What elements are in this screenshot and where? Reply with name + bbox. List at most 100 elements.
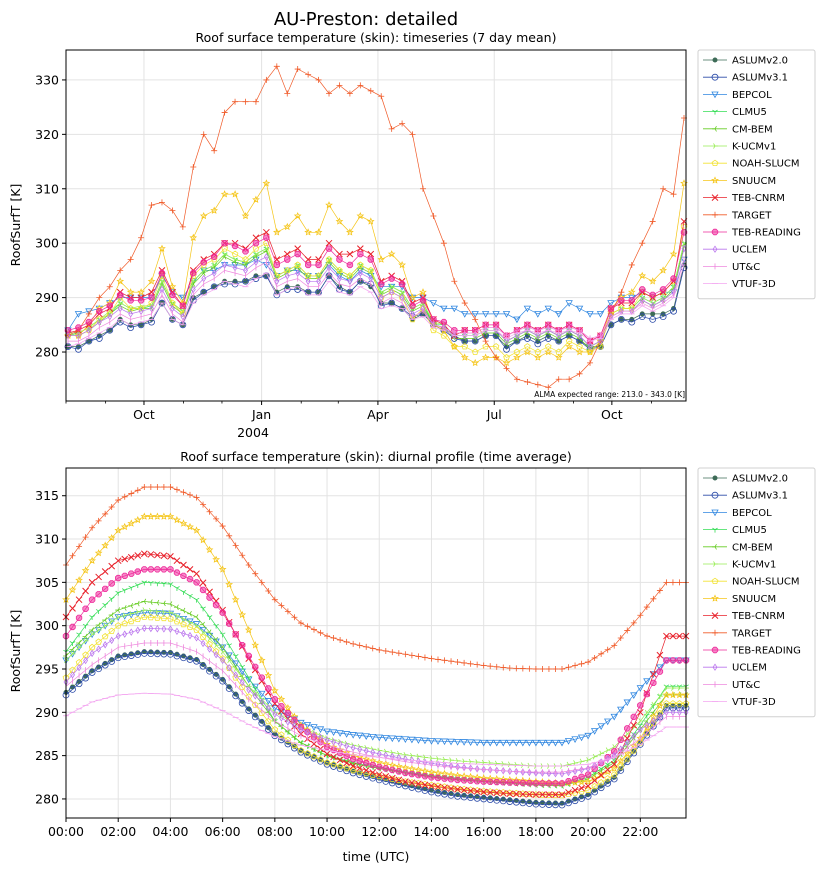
data-point-uclem xyxy=(559,770,565,778)
data-point-teb-cnrm xyxy=(486,789,494,796)
data-point-cm-bem xyxy=(187,610,192,617)
data-point-uclem xyxy=(220,656,226,665)
data-point-clmu5 xyxy=(69,641,76,646)
data-point-teb-reading xyxy=(669,657,677,664)
data-point-k-ucmv1 xyxy=(83,638,89,644)
data-point-aslumv3-1 xyxy=(565,799,572,807)
data-point-uclem xyxy=(252,692,258,700)
data-point-bepcol xyxy=(434,738,442,745)
data-point-cm-bem xyxy=(643,718,649,724)
data-point-bepcol xyxy=(466,739,475,747)
data-point-teb-reading xyxy=(242,248,249,255)
data-point-k-ucmv1 xyxy=(651,701,657,708)
data-point-noah-slucm xyxy=(134,615,142,622)
data-point-bepcol xyxy=(336,730,344,737)
data-point-teb-reading xyxy=(325,245,333,252)
data-point-teb-cnrm xyxy=(434,783,442,791)
data-point-noah-slucm xyxy=(591,782,598,790)
series-line-bepcol xyxy=(65,612,686,743)
data-point-teb-reading xyxy=(571,775,579,783)
legend-item-aslumv3-1: ASLUMv3.1 xyxy=(703,73,788,84)
data-point-teb-cnrm xyxy=(346,250,354,258)
data-point-snuucm xyxy=(675,690,684,699)
data-point-cm-bem xyxy=(115,607,121,613)
series-line-ut-c xyxy=(68,259,685,342)
data-point-teb-cnrm xyxy=(330,753,337,761)
data-point-cm-bem xyxy=(167,601,173,607)
data-point-target xyxy=(350,640,357,647)
data-point-uclem xyxy=(524,326,530,334)
data-point-bepcol xyxy=(558,739,566,747)
data-point-bepcol xyxy=(303,722,312,729)
data-point-snuucm xyxy=(101,541,109,549)
data-point-clmu5 xyxy=(219,632,226,638)
data-point-target xyxy=(382,648,389,655)
data-point-snuucm xyxy=(252,195,260,203)
data-point-noah-slucm xyxy=(669,700,677,707)
legend-0: ASLUMv2.0 ASLUMv3.1 BEPCOL CLMU5 CM-BEM K-UCM… xyxy=(697,49,816,300)
data-point-target xyxy=(461,300,468,307)
data-point-target xyxy=(624,627,631,634)
data-point-uclem xyxy=(122,630,128,638)
data-point-bepcol xyxy=(481,311,490,318)
data-point-teb-cnrm xyxy=(167,553,174,560)
data-point-noah-slucm xyxy=(676,700,683,707)
data-point-teb-reading xyxy=(271,696,279,703)
data-point-teb-reading xyxy=(263,234,270,241)
data-point-target xyxy=(304,623,311,630)
data-point-noah-slucm xyxy=(656,709,664,717)
data-point-teb-cnrm xyxy=(604,766,612,774)
data-point-teb-cnrm xyxy=(552,791,559,798)
data-point-teb-cnrm xyxy=(95,573,102,581)
data-point-teb-cnrm xyxy=(310,740,318,748)
data-point-aslumv3-1 xyxy=(121,653,129,661)
data-point-noah-slucm xyxy=(95,638,102,645)
data-point-uclem xyxy=(239,678,245,687)
data-point-snuucm xyxy=(571,778,579,786)
data-point-teb-reading xyxy=(160,566,168,573)
legend-label: K-UCMv1 xyxy=(732,142,776,153)
data-point-snuucm xyxy=(335,217,344,225)
data-point-teb-reading xyxy=(607,305,615,312)
data-point-target xyxy=(263,76,270,83)
data-point-noah-slucm xyxy=(212,647,220,655)
data-point-snuucm xyxy=(283,222,292,231)
data-point-target xyxy=(96,294,103,301)
data-point-aslumv3-1 xyxy=(532,800,540,808)
data-point-teb-reading xyxy=(643,690,650,698)
data-point-bepcol xyxy=(545,739,553,747)
data-point-teb-cnrm xyxy=(356,245,364,252)
data-point-k-ucmv1 xyxy=(188,619,193,626)
data-point-noah-slucm xyxy=(304,750,311,757)
data-point-noah-slucm xyxy=(430,326,437,334)
data-point-uclem xyxy=(89,649,95,658)
data-point-teb-reading xyxy=(532,780,540,787)
data-point-bepcol xyxy=(493,739,501,747)
data-point-target xyxy=(343,638,350,645)
series-aslumv2-0 xyxy=(65,262,687,350)
data-point-teb-reading xyxy=(473,778,481,785)
data-point-bepcol xyxy=(460,739,468,746)
data-point-teb-cnrm xyxy=(506,790,514,798)
data-point-uclem xyxy=(135,626,141,634)
legend-swatch-marker xyxy=(711,159,719,167)
panel-1-x-tick-label: 20:00 xyxy=(570,824,606,839)
data-point-target xyxy=(141,484,148,491)
data-point-aslumv3-1 xyxy=(160,650,168,658)
data-point-bepcol xyxy=(375,734,383,742)
data-point-target xyxy=(239,552,246,559)
data-point-target xyxy=(271,596,278,603)
data-point-teb-reading xyxy=(75,324,82,331)
data-point-aslumv3-1 xyxy=(493,796,501,804)
data-point-teb-reading xyxy=(108,580,115,587)
data-point-teb-cnrm xyxy=(294,245,302,252)
data-point-k-ucmv1 xyxy=(227,657,233,664)
data-point-snuucm xyxy=(75,576,83,584)
panel-1-y-tick-label: 280 xyxy=(35,791,59,806)
data-point-target xyxy=(85,310,92,317)
data-point-teb-reading xyxy=(624,725,631,732)
data-point-aslumv3-1 xyxy=(584,792,592,800)
data-point-noah-slucm xyxy=(284,736,292,743)
data-point-aslumv3-1 xyxy=(473,794,481,802)
data-point-uclem xyxy=(233,671,239,679)
